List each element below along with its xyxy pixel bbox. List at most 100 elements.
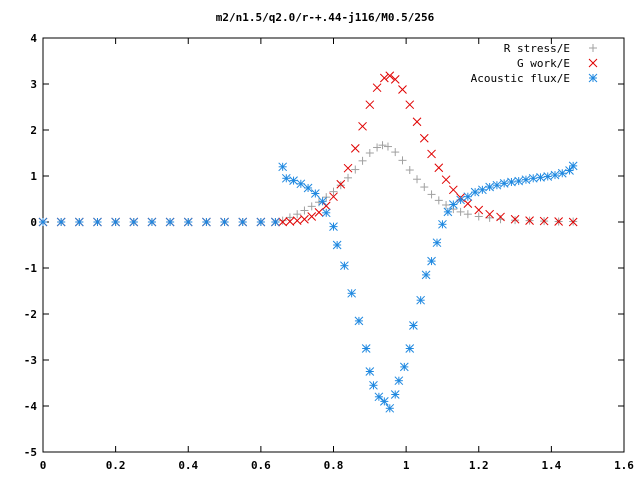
legend: R stress/E G work/E Acoustic flux/E <box>471 42 598 85</box>
data-point <box>398 156 407 165</box>
data-point <box>441 175 451 185</box>
y-tick-label: 4 <box>30 32 37 45</box>
data-point <box>372 83 382 93</box>
data-point <box>568 217 578 227</box>
data-point <box>385 71 395 81</box>
y-tick-label: -5 <box>24 446 37 459</box>
data-point <box>434 163 444 173</box>
data-point <box>405 344 415 353</box>
data-point <box>358 156 367 165</box>
data-point <box>511 216 520 225</box>
data-point <box>405 100 415 110</box>
data-point <box>565 166 574 175</box>
data-point <box>365 149 374 157</box>
data-point <box>390 75 400 84</box>
data-point <box>470 187 480 197</box>
data-point <box>307 212 317 221</box>
series-2 <box>38 161 578 413</box>
data-point <box>379 73 389 83</box>
data-point <box>448 200 458 209</box>
x-tick-label: 1 <box>403 459 410 472</box>
data-point <box>554 217 563 226</box>
y-tick-label: -4 <box>24 400 38 413</box>
data-point <box>394 376 404 386</box>
legend-marker <box>588 73 598 83</box>
data-point <box>427 190 436 199</box>
data-point <box>496 212 505 222</box>
data-point <box>111 217 120 227</box>
data-point <box>485 182 494 192</box>
data-point <box>432 238 442 248</box>
data-point <box>74 217 84 227</box>
data-point <box>300 214 309 224</box>
data-point <box>361 344 371 353</box>
data-point <box>463 210 472 219</box>
data-point <box>409 321 418 330</box>
data-point <box>405 166 414 175</box>
data-point <box>202 217 211 227</box>
data-point <box>281 173 291 183</box>
data-point <box>474 212 483 221</box>
data-point <box>256 217 266 227</box>
legend-label: R stress/E <box>504 42 570 55</box>
data-point <box>332 240 342 250</box>
data-point <box>354 316 364 326</box>
data-point <box>344 173 353 182</box>
data-point <box>183 217 193 227</box>
axes: 0 0.2 0.4 0.6 0.8 1 1.2 1.4 1.6 4 3 2 1 0 -1 -2 -3 -4 -5 <box>24 32 635 472</box>
legend-label: G work/E <box>517 57 570 70</box>
data-point <box>329 192 338 202</box>
data-point <box>514 176 524 186</box>
x-tick-label: 0 <box>40 459 47 472</box>
data-point <box>329 187 338 196</box>
data-point <box>485 213 494 222</box>
data-point <box>303 183 313 193</box>
data-point <box>347 288 357 298</box>
data-point <box>419 133 429 143</box>
data-point <box>358 121 367 131</box>
legend-marker <box>588 58 598 68</box>
data-point <box>296 179 306 189</box>
data-point <box>38 217 48 227</box>
legend-label: Acoustic flux/E <box>471 72 570 85</box>
data-point <box>379 397 389 406</box>
data-point <box>329 222 338 231</box>
data-point <box>373 143 382 152</box>
y-tick-label: 2 <box>30 124 37 137</box>
data-point <box>478 185 487 195</box>
data-point <box>528 173 538 183</box>
data-point <box>307 202 316 211</box>
data-point <box>369 380 378 390</box>
data-point <box>398 85 407 94</box>
data-point <box>165 217 175 227</box>
y-tick-label: 0 <box>30 216 37 229</box>
data-point <box>314 207 324 217</box>
data-point <box>318 196 327 206</box>
data-point <box>539 216 549 226</box>
legend-marker <box>589 44 597 52</box>
data-point <box>390 390 400 399</box>
data-point <box>485 209 494 219</box>
data-point <box>568 161 578 171</box>
data-point <box>147 217 157 227</box>
data-point <box>129 217 139 227</box>
data-point <box>220 217 229 227</box>
data-point <box>336 179 346 189</box>
data-point <box>474 205 484 215</box>
y-tick-label: -2 <box>24 308 37 321</box>
y-tick-label: -1 <box>24 262 38 275</box>
data-point <box>416 295 426 305</box>
data-point <box>271 217 280 227</box>
data-point <box>93 217 102 227</box>
data-point <box>463 192 473 202</box>
data-point <box>521 175 531 185</box>
data-point <box>365 100 375 110</box>
data-point <box>413 175 422 184</box>
data-point <box>350 144 360 153</box>
series-layer <box>38 71 578 413</box>
y-tick-label: -3 <box>24 354 37 367</box>
data-point <box>365 367 375 376</box>
x-tick-label: 0.8 <box>324 459 344 472</box>
